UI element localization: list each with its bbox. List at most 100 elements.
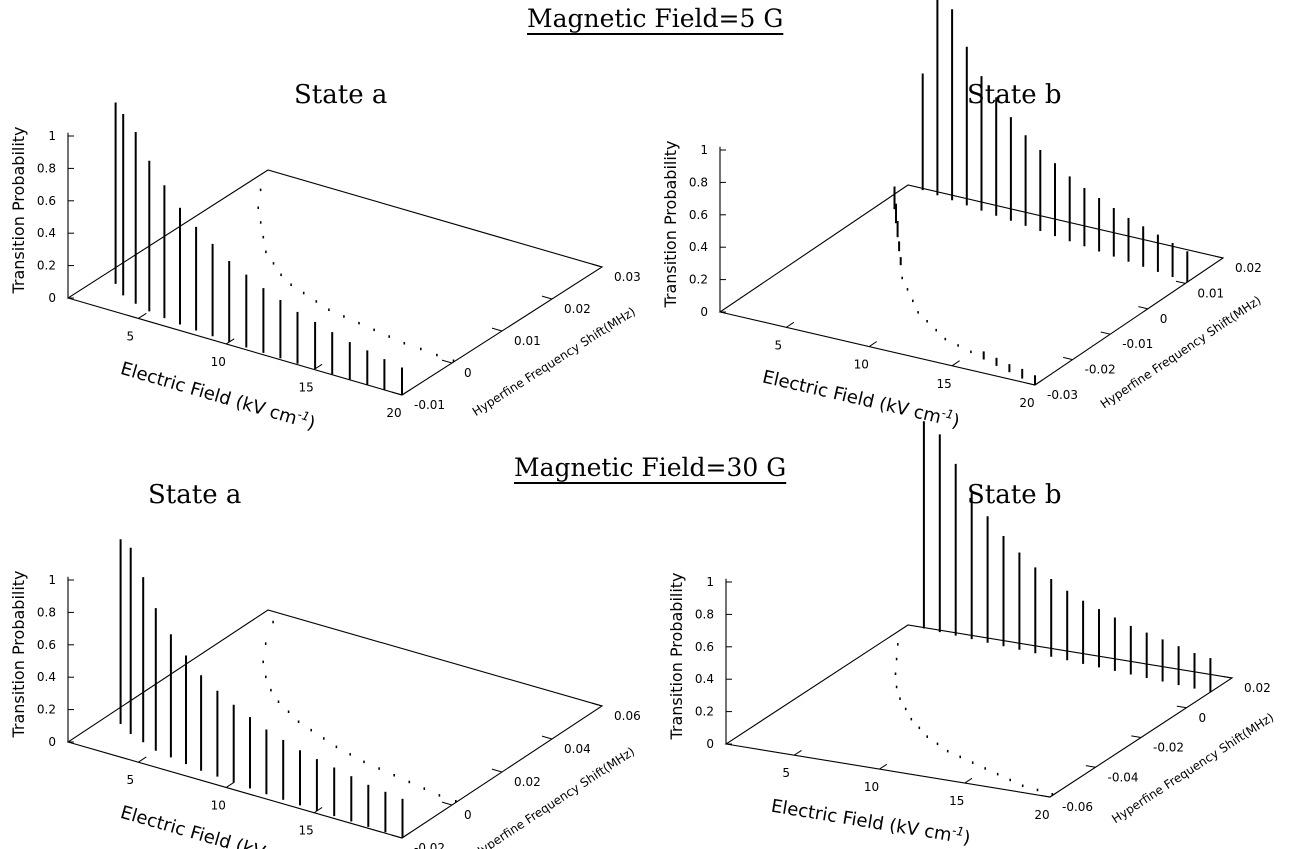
y-axis-label: Transition Probability — [9, 570, 28, 738]
x-tick-mark — [401, 389, 411, 396]
y-tick-label: 0 — [700, 305, 708, 319]
x-tick-label: 10 — [211, 355, 226, 369]
y-tick-label: 0.4 — [695, 672, 714, 686]
y-tick-label: 0.4 — [689, 240, 708, 254]
y-tick-label: 0.8 — [37, 605, 56, 619]
z-tick-label: 0.02 — [514, 775, 541, 789]
chart-panel-1: 00.20.40.60.815101520-0.0100.010.020.03T… — [9, 102, 641, 435]
z-tick-label: 0.02 — [1235, 261, 1262, 275]
z-tick-label: -0.06 — [1062, 800, 1093, 814]
y-tick-label: 0.8 — [689, 175, 708, 189]
x-axis-label: Electric Field (kV cm-1) — [760, 365, 962, 433]
x-axis-label-text: Electric Field (kV cm — [118, 358, 299, 429]
z-tick-mark — [1063, 356, 1073, 361]
z-tick-mark — [1222, 675, 1233, 679]
y-tick-label: 0.8 — [695, 607, 714, 621]
z-tick-mark — [1100, 331, 1111, 335]
x-axis-label-text: Electric Field (kV cm — [770, 796, 954, 846]
z-tick-mark — [1085, 765, 1096, 768]
z-tick-mark — [491, 327, 503, 332]
z-tick-label: 0 — [464, 366, 472, 380]
z-tick-mark — [491, 768, 503, 773]
z-tick-label: -0.01 — [414, 398, 445, 412]
y-tick-label: 1 — [700, 143, 708, 157]
z-tick-label: 0 — [464, 808, 472, 822]
y-tick-label: 0.2 — [695, 705, 714, 719]
y-tick-label: 0.8 — [37, 161, 56, 175]
z-axis-label: Hyperfine Frequency Shift(MHz) — [1098, 293, 1264, 411]
z-tick-label: -0.01 — [1122, 337, 1153, 351]
z-tick-mark — [1131, 735, 1142, 738]
z-tick-mark — [441, 801, 453, 806]
z-axis-label: Hyperfine Frequency Shift(MHz) — [470, 304, 638, 418]
x-axis-label-sup: -1 — [296, 407, 311, 424]
y-tick-label: 1 — [48, 573, 56, 587]
x-tick-mark — [964, 777, 973, 784]
panel-3-title: State a — [148, 480, 242, 510]
x-tick-label: 20 — [1019, 396, 1034, 410]
x-axis-label-sup: -1 — [940, 406, 955, 422]
axis-base-frame — [66, 169, 604, 396]
z-tick-mark — [541, 295, 553, 300]
y-tick-label: 0.6 — [695, 640, 714, 654]
z-tick-mark — [1138, 306, 1148, 310]
x-tick-mark — [225, 338, 235, 345]
x-tick-mark — [1034, 379, 1043, 386]
y-tick-label: 0.6 — [689, 208, 708, 222]
x-axis-label-text: Electric Field (kV cm — [760, 367, 943, 429]
z-tick-mark — [1025, 382, 1036, 386]
axis-base-frame — [724, 624, 1234, 798]
x-tick-label: 15 — [949, 794, 964, 808]
x-tick-mark — [786, 321, 795, 328]
z-tick-mark — [1176, 705, 1187, 709]
x-tick-label: 5 — [774, 338, 782, 352]
z-axis-label: Hyperfine Frequency Shift(MHz) — [1109, 710, 1276, 826]
y-tick-label: 0 — [706, 737, 714, 751]
y-axis-label: Transition Probability — [9, 126, 28, 294]
z-tick-mark — [1040, 794, 1051, 798]
y-tick-label: 0.4 — [37, 670, 56, 684]
z-tick-mark — [1175, 280, 1186, 284]
y-tick-label: 0.6 — [37, 638, 56, 652]
x-tick-label: 5 — [126, 773, 134, 787]
heading-top: Magnetic Field=5 G — [527, 4, 784, 33]
z-tick-mark — [391, 391, 403, 396]
z-tick-mark — [441, 359, 453, 364]
y-axis-label: Transition Probability — [667, 572, 686, 740]
y-axis-label: Transition Probability — [661, 140, 680, 308]
z-tick-mark — [1213, 255, 1224, 259]
x-tick-label: 10 — [854, 358, 869, 372]
chart-panel-3: 00.20.40.60.815101520-0.0200.020.040.06T… — [9, 539, 641, 849]
x-axis-label-close: ) — [950, 410, 962, 432]
x-tick-mark — [313, 807, 323, 814]
x-tick-mark — [879, 763, 888, 770]
z-axis-label: Hyperfine Frequency Shift(MHz) — [470, 744, 637, 849]
z-tick-mark — [541, 735, 553, 740]
z-tick-label: -0.02 — [414, 841, 445, 849]
x-tick-mark — [951, 360, 960, 367]
y-tick-label: 0.2 — [689, 273, 708, 287]
z-tick-label: 0.01 — [1197, 286, 1224, 300]
x-tick-label: 15 — [298, 380, 313, 394]
z-tick-label: 0 — [1199, 711, 1207, 725]
z-tick-mark — [591, 702, 603, 707]
z-tick-mark — [591, 263, 603, 268]
panel-1-title: State a — [294, 80, 388, 110]
chart-panel-2: 00.20.40.60.815101520-0.03-0.02-0.0100.0… — [661, 0, 1264, 432]
z-tick-label: 0.04 — [564, 742, 591, 756]
z-tick-label: -0.02 — [1153, 741, 1184, 755]
panel-2-title: State b — [967, 80, 1062, 110]
z-tick-label: -0.04 — [1108, 770, 1139, 784]
z-tick-label: 0.01 — [514, 334, 541, 348]
z-tick-label: 0.02 — [1244, 681, 1271, 695]
z-tick-label: 0.06 — [614, 709, 641, 723]
x-tick-label: 10 — [211, 798, 226, 812]
x-axis-label: Electric Field (kV cm-1) — [770, 794, 973, 849]
x-axis-label-close: ) — [962, 827, 972, 849]
z-tick-label: 0 — [1160, 312, 1168, 326]
axis-base-frame — [718, 184, 1225, 386]
x-tick-label: 15 — [298, 824, 313, 838]
y-tick-label: 0.4 — [37, 226, 56, 240]
